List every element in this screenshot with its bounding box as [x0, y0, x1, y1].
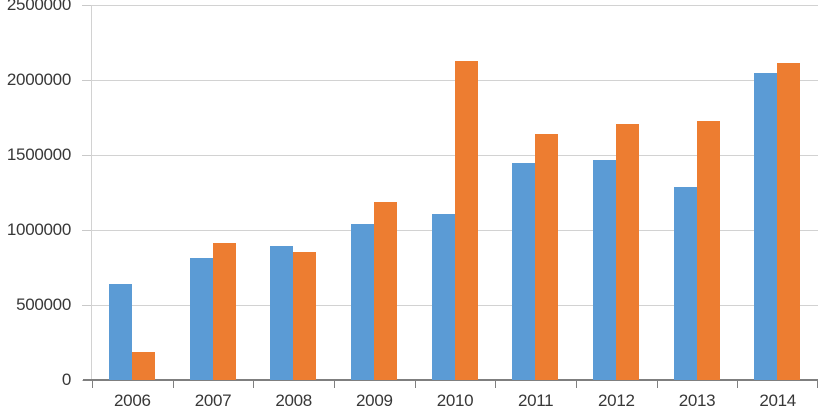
bar-blue-series-2012	[592, 159, 616, 380]
x-axis-tick-label: 2006	[114, 391, 151, 410]
y-axis-tick-label: 1000000	[6, 220, 71, 239]
bar-blue-series-2007	[189, 257, 213, 380]
bar-orange-series-2009	[373, 201, 397, 380]
bar-blue-series-2010	[431, 213, 455, 380]
bar-blue-series-2013	[673, 186, 697, 380]
y-axis-tick-label: 0	[61, 370, 71, 389]
y-axis-tick	[82, 154, 91, 156]
y-axis-tick	[82, 304, 91, 306]
x-axis-tick-label: 2009	[356, 391, 393, 410]
bar-orange-series-2007	[212, 242, 236, 380]
bar-blue-series-2006	[108, 284, 132, 380]
bar-orange-series-2006	[131, 351, 155, 380]
y-axis-line	[91, 5, 92, 380]
x-axis-tick-label: 2012	[598, 391, 635, 410]
x-axis-tick	[495, 380, 497, 388]
bar-orange-series-2012	[615, 123, 639, 380]
y-axis-tick	[82, 79, 91, 81]
bar-orange-series-2010	[454, 60, 478, 380]
x-axis-tick-label: 2014	[759, 391, 796, 410]
bar-orange-series-2008	[293, 251, 317, 380]
x-axis-tick-label: 2013	[678, 391, 716, 410]
bar-blue-series-2011	[512, 162, 536, 380]
x-axis-tick	[737, 380, 739, 388]
y-axis-tick-label: 500000	[16, 295, 71, 314]
x-axis-tick	[656, 380, 658, 388]
x-axis-tick	[576, 380, 577, 388]
x-axis-tick	[334, 380, 335, 388]
x-axis-tick-label: 2010	[436, 391, 474, 410]
bar-blue-series-2014	[754, 72, 778, 380]
x-axis-tick	[414, 380, 416, 388]
bar-orange-series-2011	[535, 134, 559, 380]
y-axis-tick-label: 1500000	[6, 145, 71, 164]
x-axis-tick-label: 2011	[517, 391, 554, 410]
y-axis-tick	[82, 4, 91, 6]
x-axis-tick-label: 2008	[275, 391, 312, 410]
gridline	[92, 4, 818, 6]
x-axis-tick	[92, 380, 93, 388]
x-axis-line	[83, 379, 818, 381]
bar-orange-series-2013	[696, 121, 720, 380]
y-axis-tick-label: 2500000	[6, 0, 71, 14]
y-axis-tick-label: 2000000	[6, 70, 71, 89]
bar-orange-series-2014	[777, 62, 801, 380]
y-axis-tick	[82, 229, 91, 231]
bar-blue-series-2008	[270, 245, 294, 380]
x-axis-tick	[172, 380, 174, 388]
x-axis-tick	[253, 380, 255, 388]
bar-blue-series-2009	[350, 224, 374, 380]
x-axis-tick-label: 2007	[194, 391, 232, 410]
